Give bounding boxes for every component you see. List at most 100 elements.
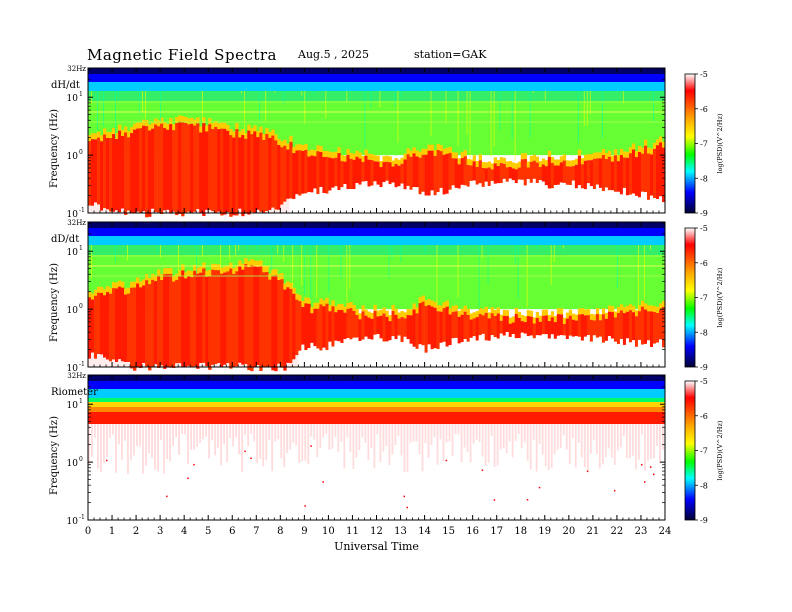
spectral-streak bbox=[115, 424, 117, 473]
spectral-streak bbox=[481, 245, 483, 259]
spectral-cell bbox=[616, 191, 621, 213]
spectral-cell bbox=[535, 183, 540, 213]
x-tick-label: 2 bbox=[133, 526, 139, 537]
y-tick-label: 32Hz bbox=[67, 372, 86, 380]
spectral-streak bbox=[295, 424, 298, 446]
band-blue bbox=[88, 228, 665, 236]
spectral-cell bbox=[163, 268, 167, 275]
spectral-cell bbox=[286, 198, 290, 213]
spectral-cell bbox=[163, 128, 167, 211]
spectral-cell bbox=[553, 338, 558, 367]
spectral-cell bbox=[328, 151, 332, 158]
spectral-cell bbox=[580, 188, 585, 213]
spectral-streak bbox=[298, 424, 301, 464]
spectral-cell bbox=[523, 322, 528, 334]
spectral-cell bbox=[190, 277, 194, 367]
spectral-cell bbox=[112, 359, 116, 367]
spectral-cell bbox=[316, 302, 320, 309]
spectral-streak bbox=[208, 424, 211, 459]
spectral-cell bbox=[100, 141, 104, 211]
spectral-cell bbox=[472, 155, 476, 162]
spectral-cell bbox=[439, 342, 443, 367]
y-tick-label: 10 bbox=[67, 306, 79, 316]
band-cyan bbox=[88, 389, 665, 398]
spectral-cell bbox=[640, 306, 645, 345]
spectral-cell bbox=[535, 317, 540, 336]
spectral-cell bbox=[385, 316, 389, 342]
spectral-cell bbox=[613, 317, 618, 342]
spectral-cell bbox=[154, 281, 158, 365]
spectral-cell bbox=[538, 161, 543, 168]
spectral-cell bbox=[184, 272, 188, 279]
spectral-streak bbox=[586, 91, 588, 126]
spectral-cell bbox=[409, 189, 413, 213]
spectral-cell bbox=[604, 312, 609, 319]
spectral-cell bbox=[88, 297, 92, 359]
spectral-cell bbox=[388, 315, 392, 322]
spectral-cell bbox=[646, 305, 651, 312]
spectral-cell bbox=[304, 149, 308, 194]
spectral-cell bbox=[241, 263, 245, 270]
spectral-cell bbox=[226, 265, 230, 272]
spectral-cell bbox=[148, 130, 152, 217]
spectral-cell bbox=[196, 123, 200, 210]
spectral-cell bbox=[604, 318, 609, 341]
spectral-streak bbox=[214, 424, 217, 456]
spectral-cell bbox=[508, 166, 513, 179]
spectral-cell bbox=[247, 267, 251, 371]
x-tick-label: 17 bbox=[490, 526, 503, 537]
spectral-cell bbox=[472, 161, 476, 181]
spectral-cell bbox=[652, 312, 657, 344]
spectral-cell bbox=[346, 148, 350, 155]
spectral-cell bbox=[502, 335, 507, 367]
spectral-streak bbox=[535, 424, 538, 472]
spectral-cell bbox=[172, 130, 176, 212]
spectral-streak bbox=[118, 91, 119, 97]
spectral-speckle bbox=[613, 489, 616, 492]
spectral-streak bbox=[127, 424, 129, 474]
spectral-cell bbox=[484, 168, 488, 182]
spectral-cell bbox=[514, 338, 519, 367]
spectral-cell bbox=[397, 318, 401, 336]
spectral-streak bbox=[304, 424, 307, 461]
spectral-cell bbox=[481, 161, 485, 168]
spectral-streak bbox=[532, 424, 535, 440]
spectral-cell bbox=[109, 361, 113, 367]
spectral-streak bbox=[328, 424, 331, 450]
spectral-cell bbox=[94, 289, 98, 296]
spectral-streak bbox=[247, 245, 249, 255]
spectral-cell bbox=[544, 309, 549, 316]
spectral-cell bbox=[499, 314, 504, 321]
spectral-cell bbox=[484, 340, 488, 367]
spectral-cell bbox=[478, 335, 482, 367]
spectral-cell bbox=[115, 210, 119, 213]
spectral-cell bbox=[622, 313, 627, 345]
spectral-cell bbox=[451, 305, 455, 312]
spectral-streak bbox=[571, 424, 574, 439]
spectral-streak bbox=[397, 424, 400, 436]
spectral-cell bbox=[400, 157, 404, 164]
page-title: Magnetic Field Spectra bbox=[87, 46, 277, 64]
spectral-streak bbox=[169, 424, 171, 462]
spectral-cell bbox=[313, 308, 317, 347]
spectral-cell bbox=[529, 155, 534, 162]
colorbar-tick-label: -6 bbox=[700, 412, 708, 421]
spectral-streak bbox=[568, 424, 571, 464]
spectral-cell bbox=[451, 338, 455, 367]
spectral-cell bbox=[535, 162, 540, 184]
spectral-cell bbox=[337, 190, 341, 213]
spectral-cell bbox=[391, 166, 395, 183]
spectral-cell bbox=[394, 314, 398, 340]
spectral-cell bbox=[349, 188, 353, 213]
spectral-cell bbox=[607, 311, 612, 337]
spectral-cell bbox=[529, 182, 534, 213]
spectral-cell bbox=[379, 338, 383, 367]
spectral-cell bbox=[628, 304, 633, 311]
spectral-cell bbox=[544, 160, 549, 167]
spectral-streak bbox=[643, 424, 646, 471]
spectral-cell bbox=[169, 124, 173, 214]
spectral-cell bbox=[595, 337, 600, 367]
spectral-speckle bbox=[193, 463, 195, 466]
spectral-cell bbox=[589, 154, 594, 161]
spectral-streak bbox=[316, 424, 319, 458]
